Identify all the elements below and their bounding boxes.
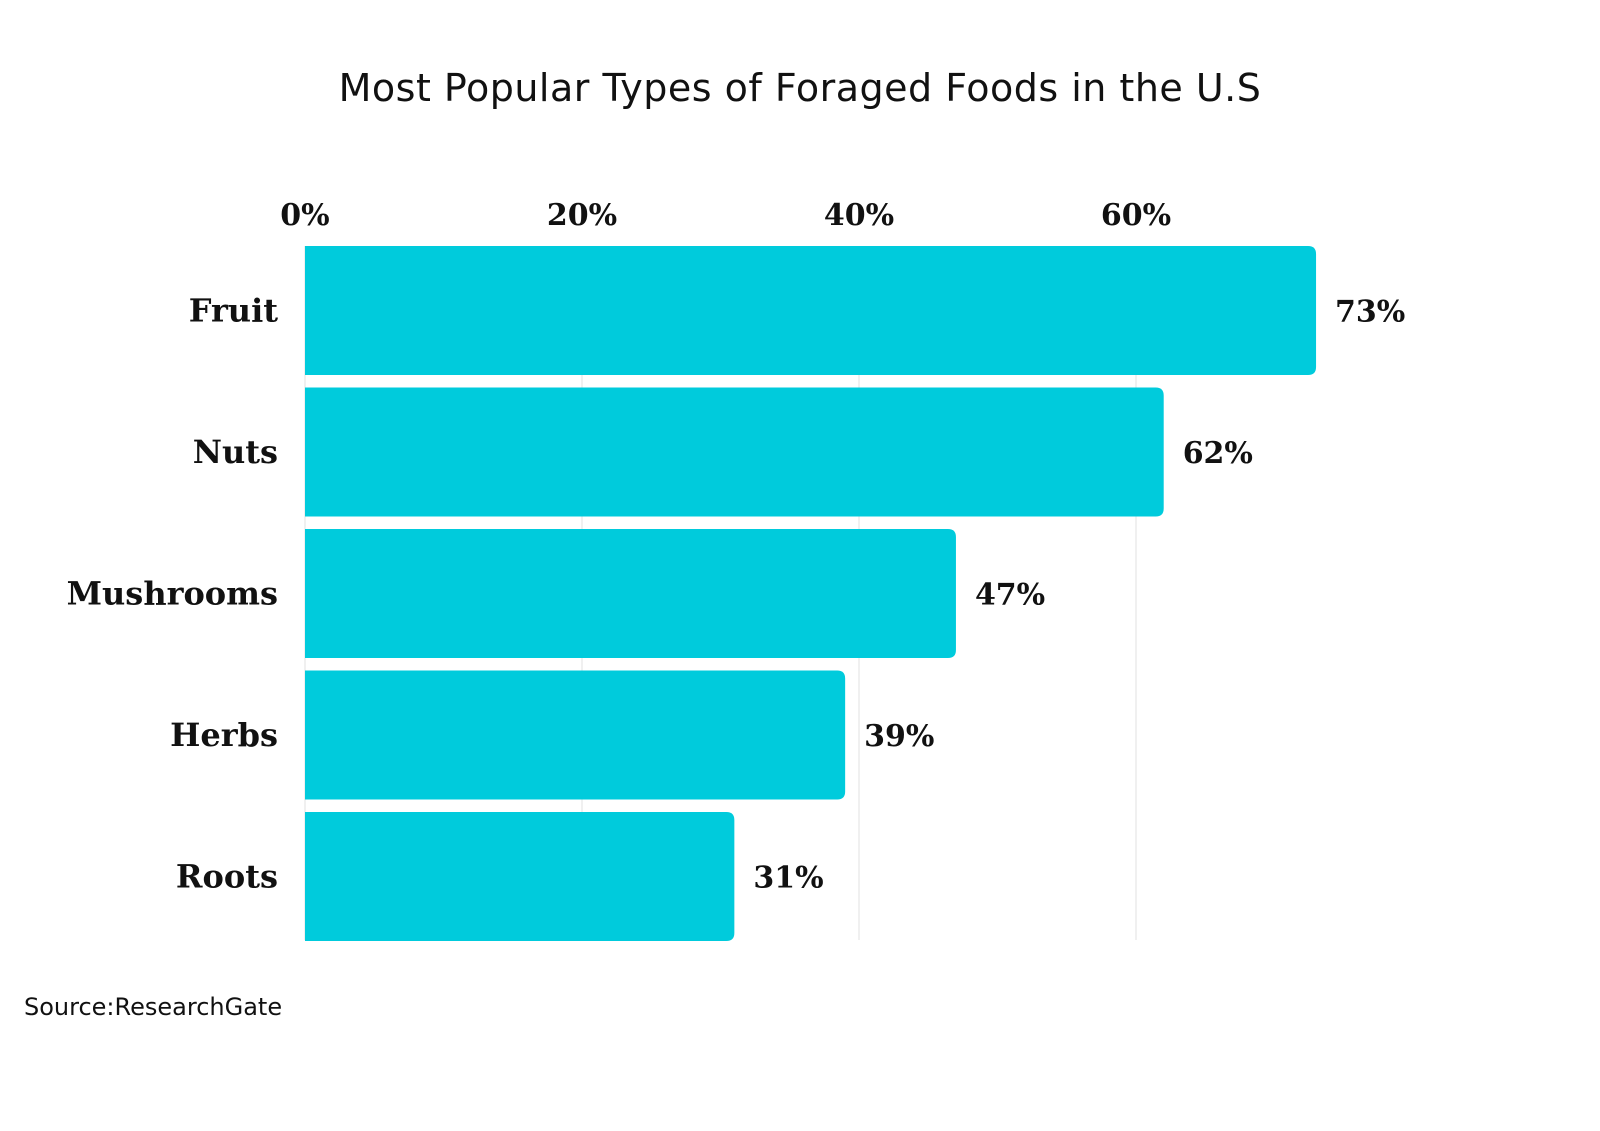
category-label: Nuts [193,433,278,471]
value-label: 73% [1335,295,1405,330]
category-label: Herbs [170,716,278,754]
bars [305,246,1317,941]
value-label: 39% [864,719,934,754]
x-axis-ticks: 0% 20% 40% 60% [280,198,1171,233]
category-label: Roots [176,858,278,896]
category-label: Mushrooms [67,575,278,613]
x-tick-label: 0% [280,198,329,233]
chart-title: Most Popular Types of Foraged Foods in t… [338,66,1262,110]
bar-fruit [305,246,1317,375]
x-tick-label: 60% [1101,198,1171,233]
bar-mushrooms [305,529,956,658]
value-label: 47% [975,578,1045,613]
category-labels: Fruit Nuts Mushrooms Herbs Roots [67,292,279,896]
value-label: 62% [1183,436,1253,471]
category-label: Fruit [189,292,278,330]
value-label: 31% [753,861,823,896]
bar-nuts [305,387,1164,517]
value-labels: 73% 62% 47% 39% 31% [753,295,1405,896]
source-note: Source:ResearchGate [24,993,283,1021]
x-tick-label: 20% [547,198,617,233]
bar-roots [305,812,735,941]
x-tick-label: 40% [824,198,894,233]
bar-herbs [305,670,846,800]
